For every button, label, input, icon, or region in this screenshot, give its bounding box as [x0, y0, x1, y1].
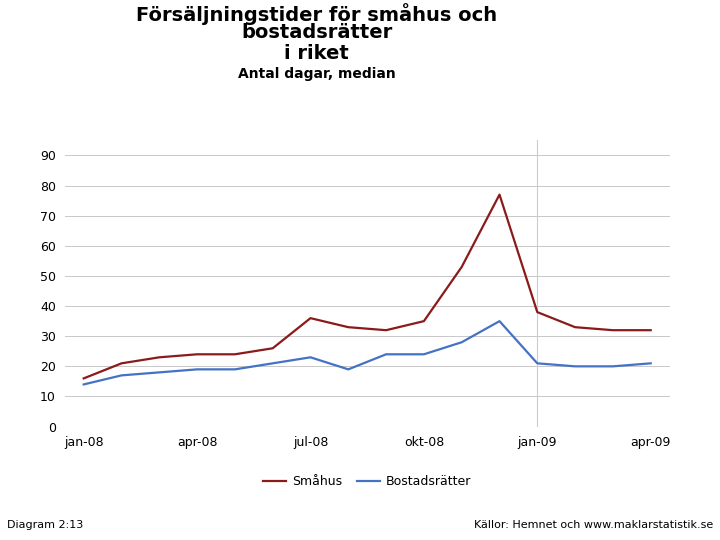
Text: Diagram 2:13: Diagram 2:13 — [7, 521, 84, 530]
Text: Antal dagar, median: Antal dagar, median — [238, 67, 396, 81]
Text: bostadsrätter: bostadsrätter — [241, 23, 392, 42]
Text: Källor: Hemnet och www.maklarstatistik.se: Källor: Hemnet och www.maklarstatistik.s… — [474, 521, 713, 530]
Text: Försäljningstider för småhus och: Försäljningstider för småhus och — [136, 3, 498, 25]
Legend: Småhus, Bostadsrätter: Småhus, Bostadsrätter — [258, 470, 476, 493]
Text: i riket: i riket — [284, 44, 349, 63]
Text: SVERIGES
RIKSBANK: SVERIGES RIKSBANK — [628, 53, 672, 75]
